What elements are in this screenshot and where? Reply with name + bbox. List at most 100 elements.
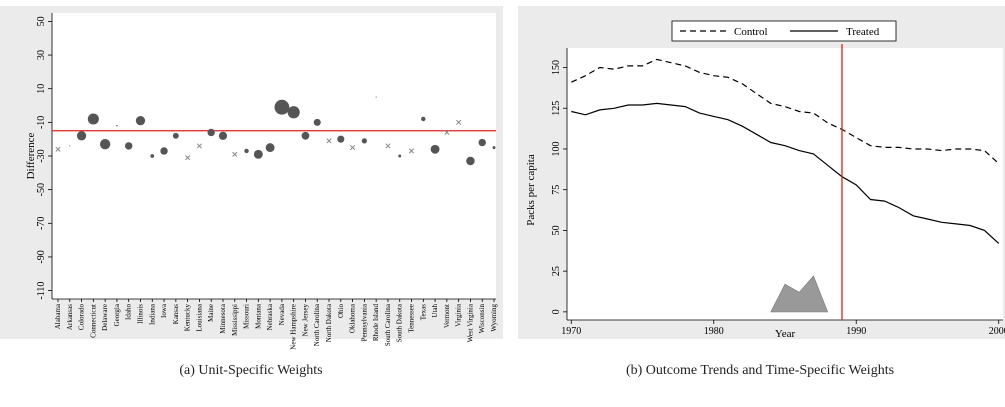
y-tick-label: 125 (551, 101, 562, 116)
point (253, 149, 263, 159)
point (116, 124, 118, 127)
x-tick-label: 2000 (989, 326, 1005, 337)
panel-a-plot-area (52, 13, 496, 299)
x-tick-label: Utah (431, 304, 439, 318)
point (478, 138, 486, 147)
point (125, 142, 133, 150)
x-tick-label: Rhode Island (372, 304, 380, 342)
x-tick-label: New Hampshire (290, 304, 298, 350)
point (313, 118, 321, 126)
x-tick-label: Illinois (136, 304, 144, 324)
x-tick-label: Georgia (113, 303, 121, 326)
point (160, 147, 168, 155)
panel-b-plot-area (567, 48, 1003, 320)
legend-control-label: Control (734, 26, 768, 38)
x-tick-label: 1970 (561, 326, 581, 337)
point (337, 135, 345, 143)
point (430, 144, 440, 154)
point (87, 113, 99, 125)
y-tick-label: 30 (36, 50, 47, 60)
point (244, 148, 249, 154)
x-tick-label: Kentucky (184, 304, 192, 332)
point (466, 156, 475, 166)
y-tick-label: -90 (36, 250, 47, 263)
caption-b: (b) Outcome Trends and Time-Specific Wei… (626, 363, 894, 378)
point-zero-weight (408, 148, 415, 154)
y-tick-label: -70 (36, 217, 47, 230)
point (287, 106, 300, 119)
point (99, 139, 111, 150)
point (135, 116, 146, 126)
point (361, 138, 367, 144)
point (172, 132, 179, 139)
x-tick-label: West Virginia (466, 303, 474, 342)
point (76, 131, 87, 141)
point-zero-weight (444, 129, 450, 136)
panel-a-points (55, 96, 496, 166)
x-tick-label: North Dakota (325, 303, 333, 342)
y-tick-label: -30 (36, 149, 47, 162)
y-tick-label: 150 (551, 60, 562, 75)
x-tick-label: Tennessee (408, 304, 416, 333)
panel-b: 0 25 50 75 100 125 150 1970 1980 1990 2000 Contro… (518, 6, 1005, 340)
x-tick-label: 1980 (704, 326, 724, 337)
panel-a-y-ticks: 50 30 10 -10 -30 -50 -70 -90 -110 (36, 16, 52, 300)
x-tick-label: Missouri (243, 304, 251, 329)
time-weights-area (770, 275, 829, 313)
point (274, 99, 290, 115)
x-tick-label: Arkansas (66, 304, 74, 330)
point-zero-weight (232, 151, 238, 157)
x-tick-label: Virginia (455, 303, 463, 327)
panel-a: 50 30 10 -10 -30 -50 -70 -90 -110 Alabama Arkansa… (0, 6, 503, 350)
point (69, 145, 71, 147)
x-tick-label: Montana (254, 303, 262, 329)
y-tick-label: -10 (36, 116, 47, 129)
point-zero-weight (326, 138, 332, 144)
y-tick-label: 75 (551, 185, 562, 195)
x-tick-label: Colorado (78, 304, 86, 331)
point (492, 146, 496, 150)
x-tick-label: Idaho (125, 304, 133, 320)
x-tick-label: Nebraska (266, 303, 274, 330)
panel-b-x-ticks: 1970 1980 1990 2000 (561, 320, 1005, 337)
x-tick-label: Nevada (278, 303, 286, 325)
y-tick-label: 10 (36, 84, 47, 94)
series-line-control (571, 58, 1000, 165)
x-tick-label: Alabama (54, 303, 62, 329)
x-tick-label: North Carolina (313, 303, 321, 346)
x-tick-label: Iowa (160, 303, 168, 318)
panel-a-x-ticks: Alabama Arkansas Colorado Connecticut Delawa… (54, 299, 498, 350)
point (398, 154, 402, 158)
x-tick-label: Wisconsin (478, 304, 486, 334)
x-tick-label: Oklahoma (349, 303, 357, 333)
x-tick-label: South Dakota (396, 303, 404, 342)
x-tick-label: Indiana (148, 303, 156, 325)
x-tick-label: New Jersey (301, 304, 309, 337)
point (207, 128, 215, 137)
point-zero-weight (185, 155, 191, 161)
point-zero-weight (456, 119, 462, 125)
x-tick-label: Wyoming (490, 304, 498, 332)
x-tick-label: Kansas (172, 304, 180, 324)
point-zero-weight (385, 143, 391, 149)
panel-a-y-label: Difference (25, 132, 37, 179)
panel-b-y-label: Packs per capita (525, 154, 537, 226)
y-tick-label: -50 (36, 183, 47, 196)
legend: Control Treated (671, 20, 897, 42)
x-tick-label: Vermont (443, 304, 451, 328)
point-zero-weight (55, 146, 61, 152)
y-tick-label: 0 (551, 309, 562, 314)
panel-b-lines (571, 58, 1000, 244)
x-tick-label: Connecticut (89, 304, 97, 338)
point-zero-weight (350, 145, 356, 151)
legend-box (671, 20, 897, 42)
legend-treated-label: Treated (846, 26, 880, 38)
panel-b-y-ticks: 0 25 50 75 100 125 150 (551, 60, 567, 314)
y-tick-label: 100 (551, 141, 562, 156)
y-tick-label: 25 (551, 266, 562, 276)
y-tick-label: 50 (36, 16, 47, 26)
x-tick-label: Texas (419, 304, 427, 321)
panel-b-x-label: Year (775, 328, 796, 340)
x-tick-label: Delaware (101, 304, 109, 331)
